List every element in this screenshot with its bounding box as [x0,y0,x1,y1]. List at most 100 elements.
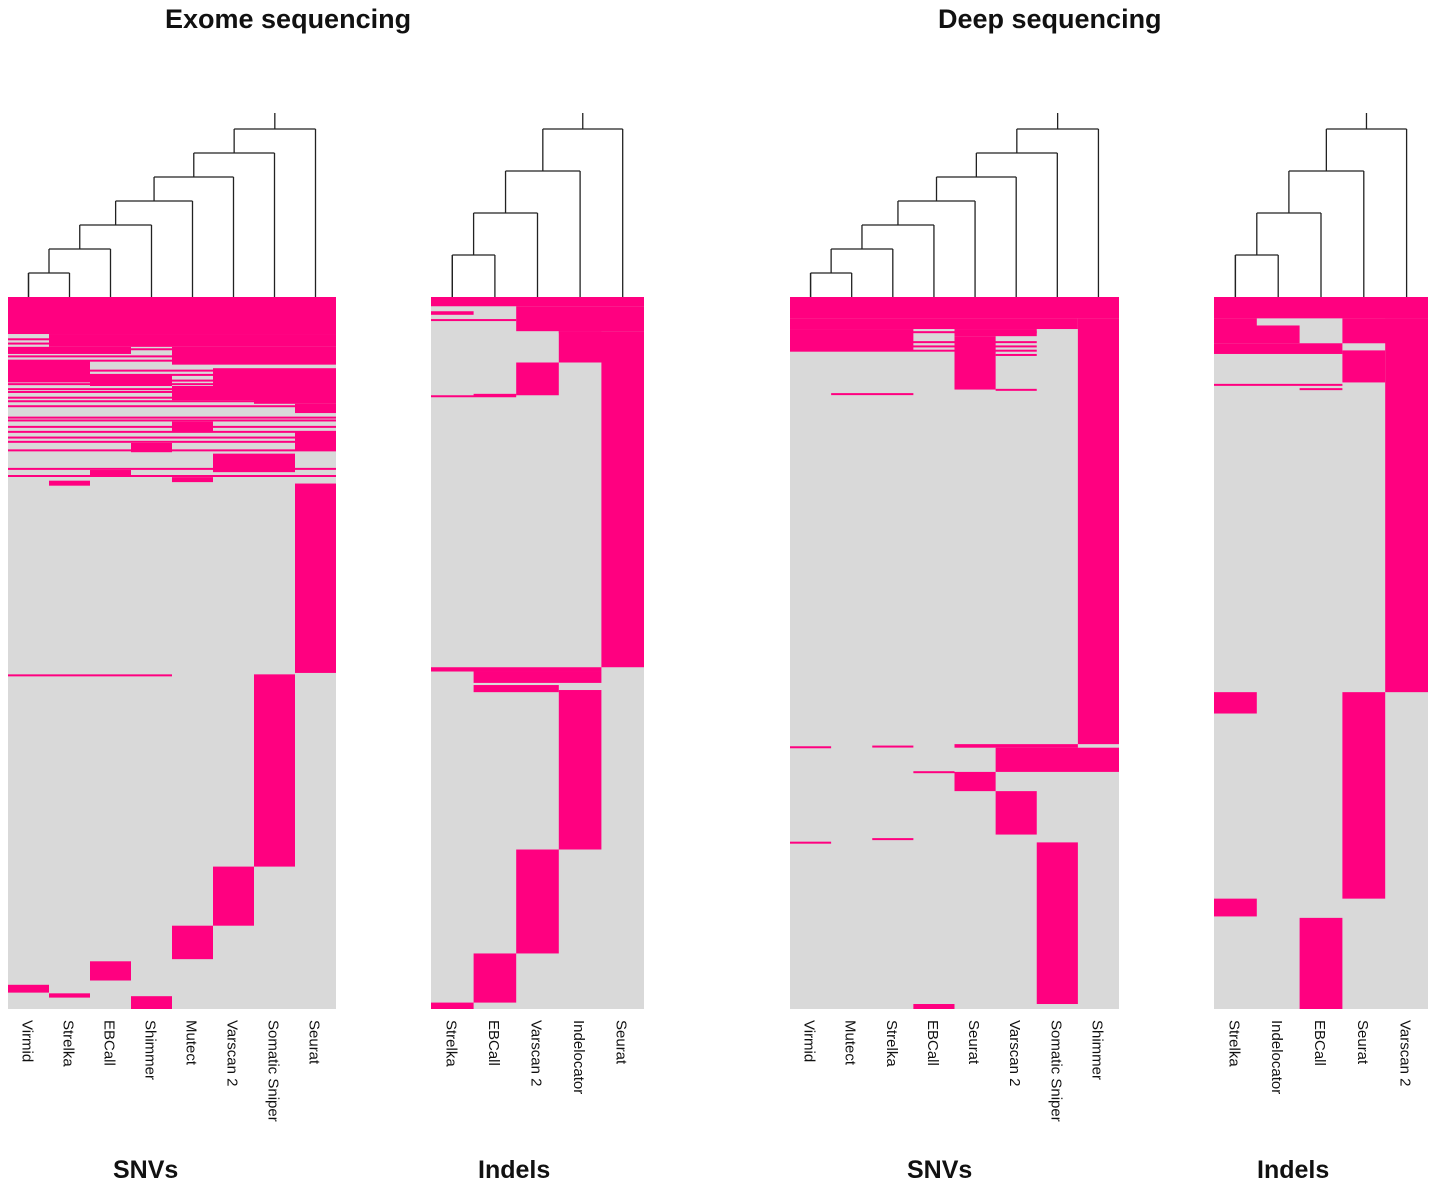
column-label: Seurat [1354,1020,1371,1065]
heatmap-cell-line [995,353,1037,356]
heatmap-cell-block [473,685,559,693]
group-title-exome: Exome sequencing [165,4,412,34]
heatmap-cell-block [1214,325,1300,344]
heatmap-cell-block [601,362,644,668]
heatmap-cell-block [1342,692,1386,899]
column-label: Virmid [19,1020,36,1062]
heatmap-cell-line [913,771,955,774]
heatmap-cell-block [131,442,172,453]
heatmap-cell-block [431,1002,474,1009]
heatmap-cell-line [8,400,336,403]
heatmap-cell-line [790,331,1037,334]
column-label: Mutect [842,1020,859,1066]
column-label: Strelka [883,1020,900,1067]
heatmap-cell-line [8,467,336,470]
heatmap-cell-line [431,395,517,398]
panel-subtitle-exome-snvs: SNVs [113,1156,179,1184]
heatmap-cell-line [8,674,172,677]
heatmap-cell-block [90,961,131,981]
heatmap-cell-block [913,1004,955,1009]
heatmap-cell-line [8,379,336,382]
heatmap-cell-line [8,419,336,422]
heatmap-cell-line [8,425,336,428]
group-title-deep: Deep sequencing [938,4,1162,34]
column-label: Varscan 2 [528,1020,545,1086]
column-label: Shimmer [1088,1020,1105,1080]
heatmap-cell-block [131,996,172,1009]
heatmap-cell-block [172,477,213,483]
heatmap-cell-block [295,403,336,414]
heatmap-cell-line [790,341,1037,344]
heatmap-cell-line [8,383,336,386]
heatmap-cell-block [8,361,90,383]
heatmap-cell-line [8,475,336,477]
column-label: Varscan 2 [224,1020,241,1086]
column-label: Strelka [60,1020,77,1067]
heatmap-cell-block [516,362,559,396]
heatmap-cell-line [8,373,336,376]
heatmap-cell-line [558,331,602,334]
heatmap-cell-block [8,297,336,335]
heatmap-cell-block [90,470,131,475]
heatmap-cell-line [790,746,832,749]
column-label: Somatic Sniper [1047,1020,1064,1122]
heatmap-cell-block [473,953,517,1003]
heatmap-cell-block [1214,692,1257,714]
column-label: Seurat [613,1020,630,1065]
heatmap-cell-line [473,393,517,396]
heatmap-cell-line [995,388,1037,391]
heatmap-cell-line [8,388,336,391]
heatmap-cell-block [995,791,1037,835]
heatmap-cell-block [995,747,1119,772]
heatmap-cell-line [8,430,336,433]
heatmap-cell-block [790,329,914,351]
heatmap-cell-block [49,993,90,998]
heatmap-cell-block [516,306,644,332]
heatmap-cell-block [1342,350,1386,383]
heatmap-cell-block [1214,343,1343,354]
panel-subtitle-deep-indels: Indels [1257,1156,1330,1184]
heatmap-cell-block [790,297,1119,319]
heatmap-cell-block [1385,318,1428,693]
heatmap-cell-block [1036,842,1078,1005]
column-label: Shimmer [142,1020,159,1080]
heatmap-cell-block [431,311,474,315]
column-label: Seurat [306,1020,323,1065]
heatmap-cell-line [8,390,336,393]
heatmap-cell-block [1214,318,1257,330]
heatmap-cell-block [558,690,602,850]
column-label: EBCall [1311,1020,1328,1066]
heatmap-cell-block [558,331,644,363]
heatmap-cell-block [8,984,49,993]
heatmap-cell-line [790,345,1037,348]
heatmap-cell-block [1214,297,1428,319]
heatmap-cell-line [8,348,336,351]
heatmap-cell-block [954,336,996,390]
heatmap-cell-block [1214,898,1257,917]
column-label: Mutect [183,1020,200,1066]
heatmap-cell-block [295,483,336,673]
heatmap-cell-line [8,416,336,419]
heatmap-cell-line [431,319,517,322]
heatmap-cell-line [872,838,914,841]
column-label: Indelocator [1268,1020,1285,1094]
heatmap-cell-line [8,396,336,399]
heatmap-cell-line [831,393,914,396]
heatmap-cell-block [431,297,644,307]
heatmap-cell-block [431,667,602,672]
column-label: Varscan 2 [1397,1020,1414,1086]
column-label: Varscan 2 [1006,1020,1023,1086]
column-label: Strelka [1225,1020,1242,1067]
heatmap-cell-line [8,449,336,452]
heatmap-cell-block [954,771,996,792]
heatmap-cell-block [1299,917,1343,1009]
column-label: Virmid [801,1020,818,1062]
heatmap-cell-block [8,346,131,354]
heatmap-cell-block [172,925,213,960]
heatmap-cell-block [49,334,336,347]
panel-subtitle-deep-snvs: SNVs [907,1156,973,1184]
heatmap-panel-0-background [8,297,336,1009]
heatmap-cell-line [1214,383,1343,386]
heatmap-cell-line [8,359,336,362]
